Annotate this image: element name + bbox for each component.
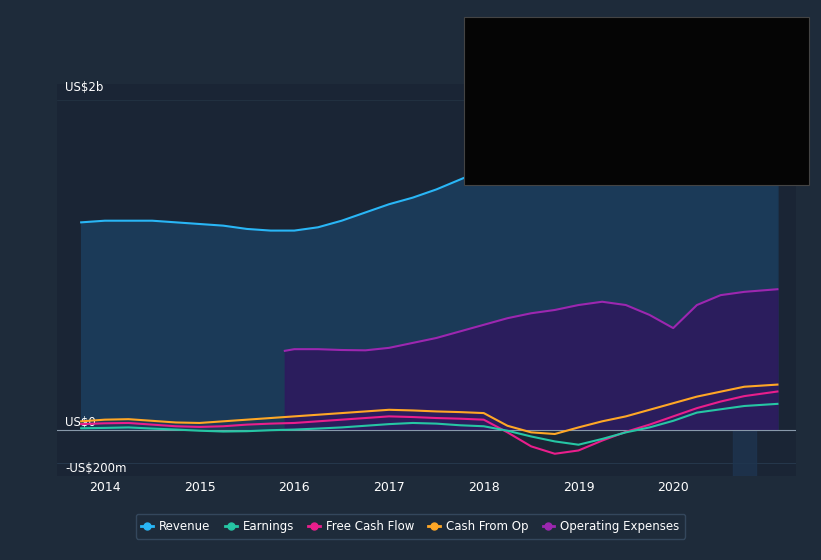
Text: Revenue: Revenue [478,62,523,72]
Text: US$2b: US$2b [65,81,103,94]
Text: US$233.405m /yr: US$233.405m /yr [643,129,744,139]
Text: Free Cash Flow: Free Cash Flow [478,129,556,139]
Text: US$1.752b /yr: US$1.752b /yr [643,62,727,72]
Text: US$0: US$0 [65,416,96,428]
Legend: Revenue, Earnings, Free Cash Flow, Cash From Op, Operating Expenses: Revenue, Earnings, Free Cash Flow, Cash … [135,514,686,539]
Text: US$158.306m /yr: US$158.306m /yr [643,87,744,97]
Text: 9.0%: 9.0% [643,106,672,116]
Text: -US$200m: -US$200m [65,462,126,475]
Text: Sep 27 2020: Sep 27 2020 [478,30,560,44]
Text: Earnings: Earnings [478,87,523,97]
Text: Operating Expenses: Operating Expenses [478,176,583,186]
Text: profit margin: profit margin [677,106,752,116]
Bar [733,84,755,476]
Text: Cash From Op: Cash From Op [478,153,551,163]
Text: US$854.076m /yr: US$854.076m /yr [643,176,745,186]
Text: US$274.981m /yr: US$274.981m /yr [643,153,744,163]
